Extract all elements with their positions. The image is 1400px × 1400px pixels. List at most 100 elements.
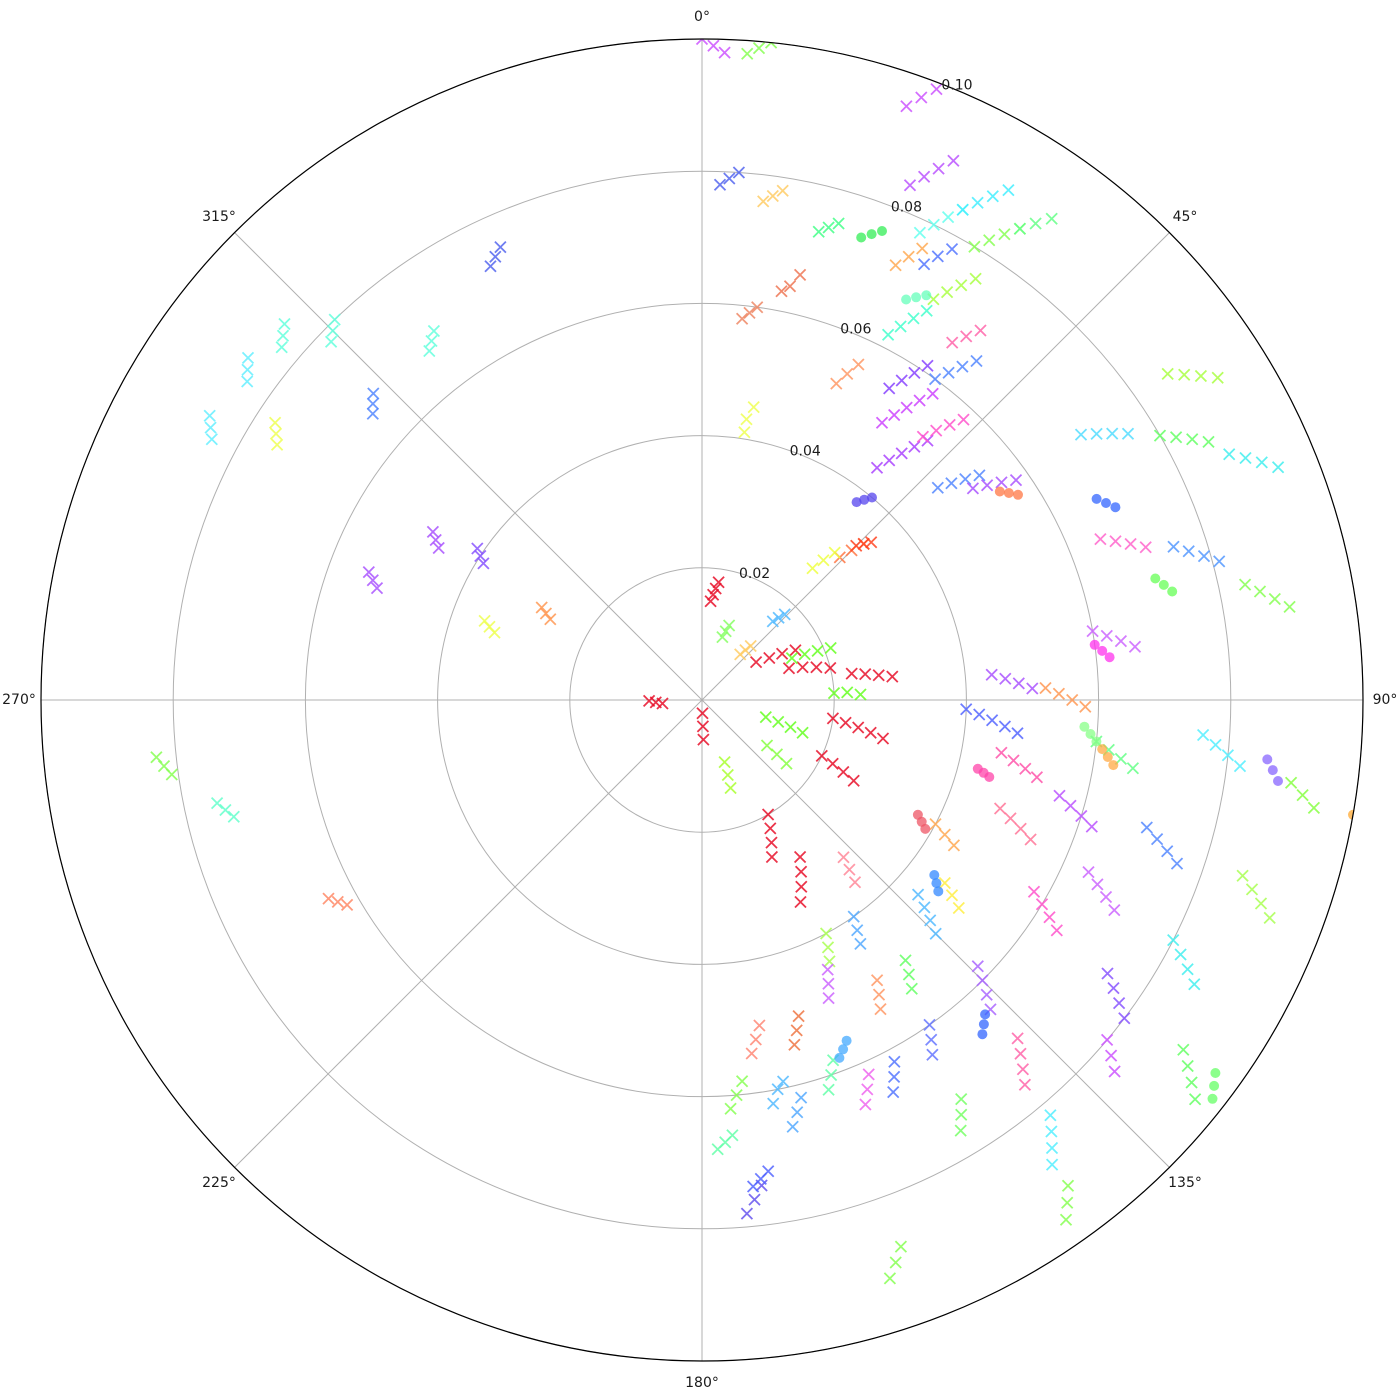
track-13-point-1 [770, 748, 784, 761]
track-113-point-2 [322, 892, 335, 905]
track-57-point-1 [1052, 687, 1066, 700]
track-64-point-3 [1024, 833, 1037, 846]
track-6-point-1 [764, 822, 777, 835]
track-66-point-3 [1263, 911, 1276, 925]
track-25-point-2 [956, 360, 969, 373]
track-63-point-3 [1085, 820, 1098, 833]
track-73-point-1 [918, 901, 931, 914]
track-4-point-3 [864, 726, 877, 739]
track-67-point-0 [1082, 865, 1095, 879]
track-75-point-0 [1011, 1032, 1024, 1045]
track-131-point-0 [1210, 1068, 1221, 1078]
track-125-point-2 [1108, 760, 1119, 771]
track-56-point-2 [1012, 677, 1025, 690]
track-98-point-2 [278, 317, 291, 331]
track-1-point-1 [763, 651, 776, 665]
track-88-point-2 [745, 1047, 758, 1060]
track-46-point-0 [931, 481, 944, 494]
track-88-point-1 [749, 1033, 762, 1046]
track-99-point-1 [326, 324, 339, 337]
track-84-point-2 [740, 1207, 754, 1220]
track-28-point-2 [955, 279, 968, 292]
track-123-point-1 [1097, 645, 1108, 656]
track-54-point-2 [1268, 592, 1281, 606]
track-22-point-2 [900, 401, 913, 414]
track-120-point-1 [1003, 488, 1014, 498]
track-31-point-1 [971, 196, 984, 209]
track-59-point-1 [1007, 754, 1020, 767]
track-113-point-0 [340, 898, 354, 912]
track-6-point-0 [761, 808, 775, 821]
track-117-point-1 [866, 229, 877, 240]
track-109-point-1 [539, 607, 553, 620]
track-62-point-2 [1307, 801, 1321, 815]
track-41-point-0 [713, 178, 727, 191]
track-52-point-1 [1109, 535, 1122, 548]
track-28-point-3 [969, 272, 982, 285]
track-40-point-0 [738, 426, 751, 439]
polar-frame [40, 38, 1364, 1362]
track-44-point-2 [718, 46, 731, 59]
track-94-point-0 [819, 927, 833, 940]
track-89-point-0 [792, 1009, 805, 1023]
track-78-point-2 [1108, 1065, 1121, 1078]
theta-tick-label-1: 45° [1173, 209, 1198, 225]
track-70-point-3 [1118, 1012, 1131, 1025]
track-46-point-1 [945, 477, 958, 490]
track-71-point-1 [1181, 1059, 1194, 1073]
track-19-point-1 [857, 537, 870, 551]
track-29-point-2 [941, 210, 955, 224]
track-74-point-2 [980, 988, 993, 1001]
track-26-point-2 [907, 312, 920, 325]
track-123-point-2 [1104, 652, 1115, 663]
track-69-point-3 [1050, 924, 1063, 937]
r-gridline-3 [172, 170, 1232, 1230]
track-45-point-1 [822, 221, 835, 234]
track-114-point-2 [711, 1143, 724, 1156]
track-70-point-2 [1112, 996, 1126, 1010]
track-38-point-2 [793, 268, 807, 282]
track-67-point-2 [1099, 890, 1113, 904]
track-80-point-0 [870, 974, 884, 987]
track-7-point-3 [794, 895, 807, 909]
track-19-point-0 [850, 539, 863, 552]
track-48-point-1 [1090, 427, 1103, 441]
track-37-point-2 [852, 358, 865, 371]
track-133-point-1 [1352, 822, 1363, 833]
track-43-point-0 [741, 47, 754, 60]
track-106-point-1 [429, 533, 442, 547]
track-90-point-2 [767, 1097, 780, 1110]
track-73-point-2 [924, 914, 937, 927]
track-31-point-3 [1002, 183, 1015, 197]
track-43-point-1 [752, 41, 766, 55]
track-35-point-2 [916, 242, 929, 255]
track-16-point-2 [778, 608, 791, 621]
track-99-point-2 [328, 313, 341, 326]
track-102-point-2 [241, 351, 255, 365]
track-104-point-1 [269, 427, 283, 440]
track-56-point-0 [985, 668, 998, 681]
track-115-point-2 [746, 1180, 760, 1193]
track-61-point-1 [1209, 738, 1222, 752]
track-96-point-0 [821, 963, 834, 976]
track-45-point-0 [812, 225, 825, 238]
track-105-point-2 [367, 387, 380, 400]
track-78-point-1 [1104, 1049, 1118, 1062]
track-100-point-0 [423, 344, 436, 358]
track-95-point-1 [902, 968, 916, 981]
track-59-point-0 [995, 746, 1008, 759]
track-98-point-0 [275, 341, 288, 354]
track-65-point-1 [1150, 832, 1164, 846]
track-42-point-2 [776, 184, 789, 197]
track-82-point-2 [786, 1120, 799, 1133]
track-59-point-2 [1019, 762, 1032, 775]
track-71-point-3 [1188, 1093, 1202, 1106]
track-38-point-0 [775, 285, 788, 298]
track-32-point-2 [998, 228, 1011, 241]
track-27-point-1 [960, 330, 973, 343]
track-69-point-0 [1027, 885, 1041, 898]
track-12-point-3 [796, 726, 809, 739]
track-112-point-2 [210, 796, 224, 810]
track-0-point-0 [704, 595, 717, 608]
track-104-point-0 [270, 438, 284, 451]
